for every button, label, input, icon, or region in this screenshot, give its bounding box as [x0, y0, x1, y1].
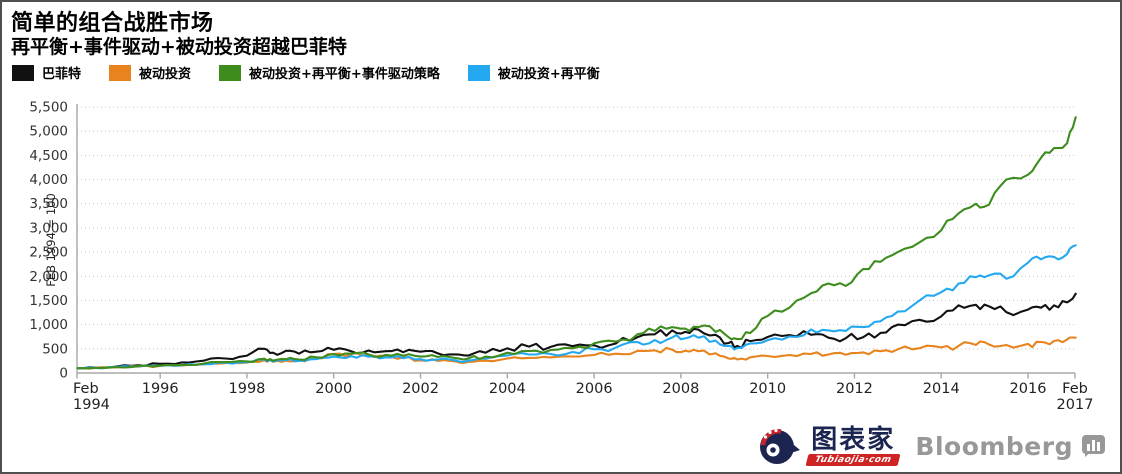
- series-line-1: [76, 292, 1077, 370]
- x-tick-label: 1998: [229, 381, 266, 397]
- tubiaojia-text: 图表家 Tubiaojia·com: [805, 424, 901, 466]
- legend-item-4: 被动投资+再平衡: [467, 63, 600, 82]
- y-axis-title: FEB 1994 = 100: [44, 193, 58, 287]
- y-tick-label: 2,000: [29, 269, 68, 285]
- x-tick-label: 2014: [923, 381, 960, 397]
- legend-item-1: 巴菲特: [12, 63, 81, 82]
- y-tick-label: 4,500: [29, 148, 68, 164]
- x-tick-label: 2002: [402, 381, 439, 397]
- series-line-3: [76, 116, 1077, 370]
- x-tick-label: 2010: [749, 381, 786, 397]
- legend-item-3: 被动投资+再平衡+事件驱动策略: [219, 63, 440, 82]
- y-tick-label: 5,000: [29, 124, 68, 140]
- series-line-4: [76, 244, 1077, 370]
- x-tick-label: Feb 1994: [73, 381, 110, 413]
- y-tick-label: 5,500: [29, 100, 68, 116]
- x-tick-label: 1996: [142, 381, 179, 397]
- legend-label: 巴菲特: [42, 67, 82, 82]
- x-tick-label: 2000: [315, 381, 352, 397]
- legend-label: 被动投资+再平衡+事件驱动策略: [249, 67, 440, 82]
- x-tick-label: 2004: [489, 381, 526, 397]
- y-tick-label: 3,000: [29, 220, 68, 236]
- line-chart: 0 500 1,000 1,500 2,000 2,500 3,000 3,500 4,000 4…: [29, 100, 1094, 414]
- y-tick-label: 2,500: [29, 245, 68, 261]
- tubiaojia-name: 图表家: [811, 424, 896, 455]
- y-tick-label: 4,000: [29, 172, 68, 188]
- legend-swatch: [219, 64, 242, 81]
- x-tick-label: 2008: [662, 381, 699, 397]
- bloomberg-chart-icon: [1082, 435, 1105, 457]
- y-tick-label: 1,500: [29, 293, 68, 309]
- x-tick-label: Feb 2017: [1057, 381, 1094, 413]
- legend-label: 被动投资: [139, 67, 192, 82]
- x-tick-label: 2006: [576, 381, 613, 397]
- footer: 图表家 Tubiaojia·com Bloomberg: [756, 423, 1106, 469]
- tubiaojia-logo: 图表家 Tubiaojia·com: [756, 423, 901, 469]
- legend-swatch: [467, 64, 490, 81]
- y-tick-label: 3,500: [29, 196, 68, 212]
- x-tick-label: 2012: [836, 381, 873, 397]
- y-tick-label: 500: [42, 341, 68, 357]
- tubiaojia-head-icon: [760, 428, 801, 464]
- legend-swatch: [109, 64, 132, 81]
- y-tick-label: 0: [59, 366, 68, 382]
- bloomberg-wordmark: Bloomberg: [915, 431, 1073, 461]
- tubiaojia-domain: Tubiaojia·com: [805, 453, 901, 466]
- legend-item-2: 被动投资: [109, 63, 191, 82]
- legend-swatch: [12, 64, 34, 81]
- bloomberg-logo: Bloomberg: [915, 432, 1106, 461]
- legend-label: 被动投资+再平衡: [497, 67, 600, 82]
- chart-subtitle: 再平衡+事件驱动+被动投资超越巴菲特: [11, 36, 347, 58]
- plot-area: 0 500 1,000 1,500 2,000 2,500 3,000 3,500 4,000 4…: [2, 97, 1120, 427]
- x-tick-label: 2016: [1010, 381, 1047, 397]
- y-tick-label: 1,000: [29, 317, 68, 333]
- chart-title: 简单的组合战胜市场: [11, 11, 214, 36]
- legend: 巴菲特 被动投资 被动投资+再平衡+事件驱动策略 被动投资+再平衡: [12, 63, 600, 82]
